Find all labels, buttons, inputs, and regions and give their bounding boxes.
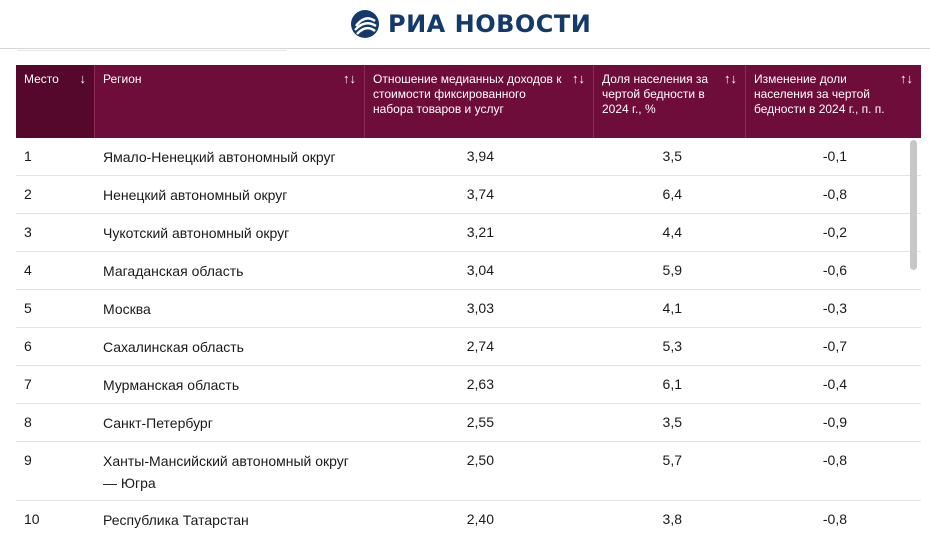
table-row: 3 Чукотский автономный округ 3,21 4,4 -0… — [16, 214, 921, 252]
rank-cell: 3 — [24, 224, 32, 240]
search-underline — [17, 50, 287, 51]
ranking-table: Место ↓ Регион ↑↓ Отношение медианных до… — [16, 65, 921, 535]
change-cell: -0,6 — [822, 262, 847, 278]
table-row: 9 Ханты-Мансийский автономный округ — Юг… — [16, 442, 921, 501]
change-cell: -0,8 — [822, 186, 847, 202]
rank-cell: 8 — [24, 414, 32, 430]
poverty-cell: 5,9 — [662, 262, 682, 278]
column-header-label: Регион — [103, 72, 142, 86]
table-row: 6 Сахалинская область 2,74 5,3 -0,7 — [16, 328, 921, 366]
table-row: 2 Ненецкий автономный округ 3,74 6,4 -0,… — [16, 176, 921, 214]
column-header-rank[interactable]: Место ↓ — [16, 65, 95, 138]
ratio-cell: 2,40 — [466, 511, 494, 527]
header-divider — [0, 48, 930, 49]
column-header-label: Место — [24, 72, 59, 86]
rank-cell: 10 — [24, 511, 40, 527]
table-row: 5 Москва 3,03 4,1 -0,3 — [16, 290, 921, 328]
ratio-cell: 3,74 — [466, 186, 494, 202]
rank-cell: 1 — [24, 148, 32, 164]
poverty-cell: 5,3 — [662, 338, 682, 354]
column-header-label: Изменение доли населения за чертой бедно… — [754, 72, 885, 116]
change-cell: -0,8 — [822, 511, 847, 527]
poverty-cell: 3,5 — [662, 414, 682, 430]
region-cell: Санкт-Петербург — [103, 415, 213, 431]
ria-logo-icon — [351, 10, 379, 38]
table-body: 1 Ямало-Ненецкий автономный округ 3,94 3… — [16, 138, 921, 535]
poverty-cell: 6,1 — [662, 376, 682, 392]
ratio-cell: 2,63 — [466, 376, 494, 392]
table-row: 4 Магаданская область 3,04 5,9 -0,6 — [16, 252, 921, 290]
rank-cell: 7 — [24, 376, 32, 392]
rank-cell: 9 — [24, 452, 32, 468]
region-cell: Сахалинская область — [103, 339, 244, 355]
change-cell: -0,7 — [822, 338, 847, 354]
poverty-cell: 4,1 — [662, 300, 682, 316]
site-header: РИА НОВОСТИ — [0, 0, 930, 48]
poverty-cell: 3,5 — [662, 148, 682, 164]
rank-cell: 6 — [24, 338, 32, 354]
ratio-cell: 3,04 — [466, 262, 494, 278]
ratio-cell: 2,55 — [466, 414, 494, 430]
change-cell: -0,9 — [822, 414, 847, 430]
column-header-poverty-change[interactable]: Изменение доли населения за чертой бедно… — [746, 65, 921, 138]
poverty-cell: 5,7 — [662, 452, 682, 468]
ratio-cell: 3,21 — [466, 224, 494, 240]
table-header: Место ↓ Регион ↑↓ Отношение медианных до… — [16, 65, 921, 138]
change-cell: -0,1 — [822, 148, 847, 164]
poverty-cell: 6,4 — [662, 186, 682, 202]
region-cell: Ханты-Мансийский автономный округ — Югра — [103, 453, 349, 491]
rank-cell: 4 — [24, 262, 32, 278]
column-header-region[interactable]: Регион ↑↓ — [95, 65, 365, 138]
poverty-cell: 4,4 — [662, 224, 682, 240]
ratio-cell: 2,50 — [466, 452, 494, 468]
sort-toggle-icon[interactable]: ↑↓ — [724, 71, 737, 86]
region-cell: Мурманская область — [103, 377, 240, 393]
sort-toggle-icon[interactable]: ↑↓ — [900, 71, 913, 86]
brand-logo[interactable]: РИА НОВОСТИ — [350, 7, 591, 41]
poverty-cell: 3,8 — [662, 511, 682, 527]
column-header-income-ratio[interactable]: Отношение медианных доходов к стоимости … — [365, 65, 594, 138]
change-cell: -0,4 — [822, 376, 847, 392]
column-header-poverty-share[interactable]: Доля населения за чертой бедности в 2024… — [594, 65, 746, 138]
ratio-cell: 2,74 — [466, 338, 494, 354]
change-cell: -0,3 — [822, 300, 847, 316]
region-cell: Республика Татарстан — [103, 512, 249, 528]
ratio-cell: 3,03 — [466, 300, 494, 316]
rank-cell: 2 — [24, 186, 32, 202]
change-cell: -0,8 — [822, 452, 847, 468]
sort-toggle-icon[interactable]: ↑↓ — [343, 71, 356, 86]
rank-cell: 5 — [24, 300, 32, 316]
sort-desc-icon[interactable]: ↓ — [79, 71, 87, 86]
region-cell: Ямало-Ненецкий автономный округ — [103, 149, 336, 165]
table-row: 10 Республика Татарстан 2,40 3,8 -0,8 — [16, 501, 921, 535]
change-cell: -0,2 — [822, 224, 847, 240]
region-cell: Магаданская область — [103, 263, 244, 279]
region-cell: Ненецкий автономный округ — [103, 187, 288, 203]
vertical-scrollbar[interactable] — [910, 140, 917, 270]
table-row: 7 Мурманская область 2,63 6,1 -0,4 — [16, 366, 921, 404]
column-header-label: Отношение медианных доходов к стоимости … — [373, 72, 562, 116]
table-row: 1 Ямало-Ненецкий автономный округ 3,94 3… — [16, 138, 921, 176]
ratio-cell: 3,94 — [466, 148, 494, 164]
brand-name: РИА НОВОСТИ — [388, 10, 592, 38]
sort-toggle-icon[interactable]: ↑↓ — [572, 71, 585, 86]
column-header-label: Доля населения за чертой бедности в 2024… — [602, 72, 709, 116]
table-row: 8 Санкт-Петербург 2,55 3,5 -0,9 — [16, 404, 921, 442]
region-cell: Чукотский автономный округ — [103, 225, 290, 241]
region-cell: Москва — [103, 301, 151, 317]
